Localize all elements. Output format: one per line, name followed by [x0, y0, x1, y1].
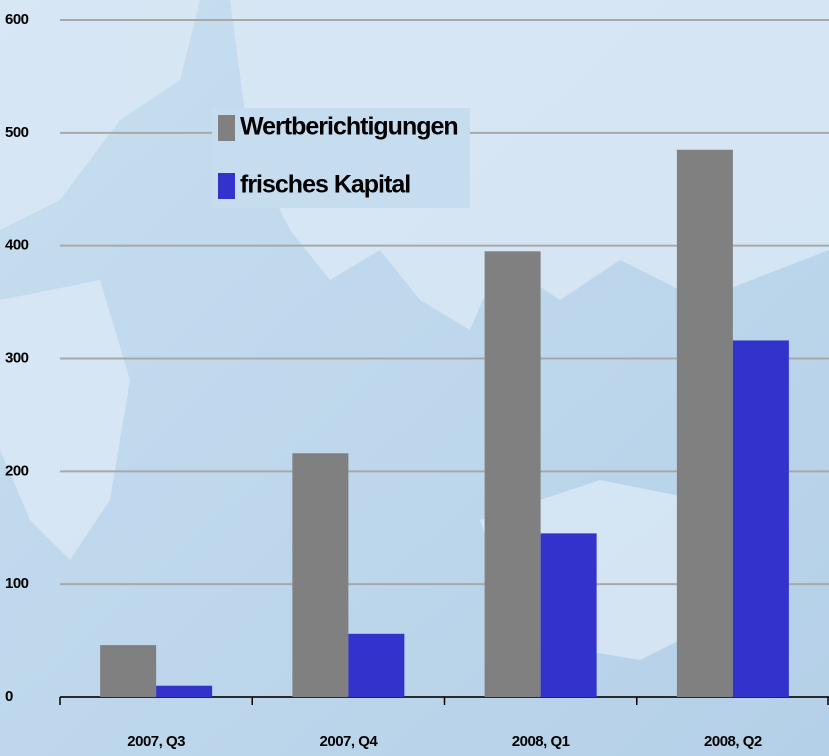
bar [540, 533, 597, 697]
y-tick-label: 300 [5, 349, 29, 366]
bar [484, 251, 541, 697]
legend-swatch [218, 115, 235, 141]
y-tick-label: 100 [5, 575, 29, 592]
y-tick-label: 500 [5, 124, 29, 141]
x-tick-label: 2008, Q2 [704, 733, 762, 750]
x-tick-label: 2007, Q3 [127, 733, 185, 750]
legend-swatch [218, 173, 235, 199]
legend-label: Wertberichtigungen [240, 113, 458, 141]
legend-label: frisches Kapital [240, 171, 410, 199]
bar [100, 645, 157, 697]
y-tick-label: 0 [5, 688, 13, 705]
bar [292, 453, 349, 697]
legend-background [212, 108, 470, 208]
y-tick-label: 600 [5, 11, 29, 28]
bar [156, 685, 213, 697]
x-tick-label: 2007, Q4 [320, 733, 379, 750]
y-tick-label: 400 [5, 237, 29, 254]
bar [348, 633, 405, 697]
bar [732, 340, 789, 697]
x-tick-label: 2008, Q1 [512, 733, 570, 750]
y-tick-label: 200 [5, 462, 29, 479]
bar [676, 149, 733, 698]
